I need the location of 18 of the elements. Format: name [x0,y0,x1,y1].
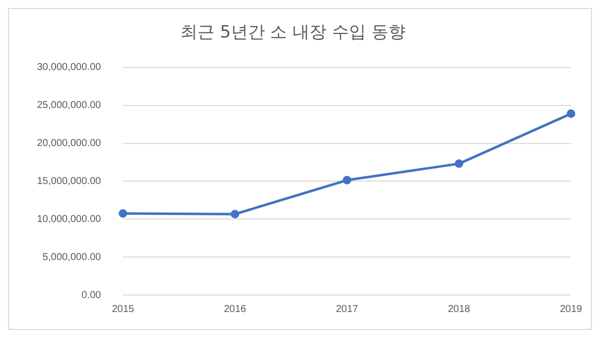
x-tick-label: 2015 [112,304,135,315]
y-tick-label: 20,000,000.00 [36,138,102,150]
y-tick-label: 5,000,000.00 [42,252,102,263]
point [454,159,464,168]
x-tick-label: 2017 [336,304,359,315]
point [118,209,128,218]
x-tick-label: 2016 [224,304,247,315]
point [566,109,576,118]
point [342,176,352,184]
y-tick-label: 0.00 [81,290,102,301]
y-tick-label: 15,000,000.00 [36,176,102,187]
point [230,210,240,218]
y-tick-label: 30,000,000.00 [36,62,102,74]
y-tick-label: 25,000,000.00 [36,100,102,112]
x-tick-label: 2018 [448,304,471,315]
y-tick-label: 10,000,000.00 [36,214,102,225]
x-tick-label: 2019 [560,304,583,315]
chart-title: 최근 5년간 소 내장 수입 동향 [180,22,406,43]
